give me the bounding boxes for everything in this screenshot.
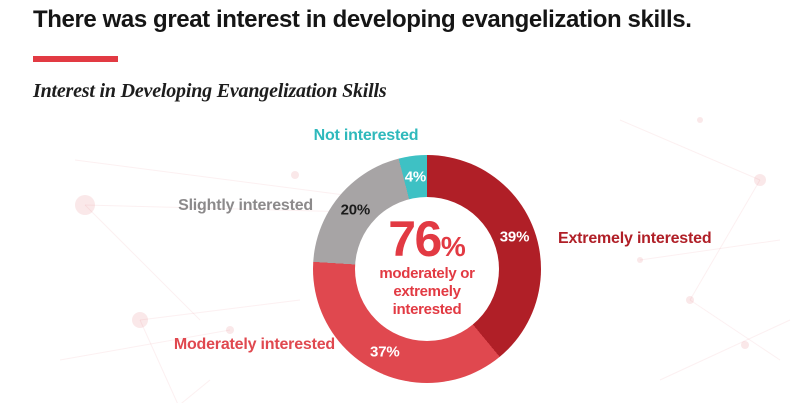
slice-value-label: 4% xyxy=(404,168,426,186)
donut-chart: 76% moderately or extremely interested 3… xyxy=(313,155,541,383)
legend-label-not-interested: Not interested xyxy=(313,127,419,144)
donut-center: 76% moderately or extremely interested xyxy=(355,197,499,341)
center-caption-line: extremely xyxy=(393,283,461,300)
slice-value-label: 37% xyxy=(370,343,400,361)
chart-title: Interest in Developing Evangelization Sk… xyxy=(33,80,387,102)
center-caption-line: interested xyxy=(392,301,462,318)
center-percent-sign: % xyxy=(440,231,466,262)
legend-label-slightly-interested: Slightly interested xyxy=(178,197,313,214)
title-accent-rule xyxy=(33,56,118,62)
center-percent-value: 76% xyxy=(355,214,499,264)
page-title: There was great interest in developing e… xyxy=(33,6,692,33)
slice-value-label: 39% xyxy=(499,228,530,246)
legend-label-moderately-interested: Moderately interested xyxy=(173,336,335,353)
center-caption-line: moderately or xyxy=(379,265,475,282)
center-percent-number: 76 xyxy=(388,211,442,267)
slice-value-label: 20% xyxy=(340,201,371,219)
legend-label-extremely-interested: Extremely interested xyxy=(558,230,712,247)
